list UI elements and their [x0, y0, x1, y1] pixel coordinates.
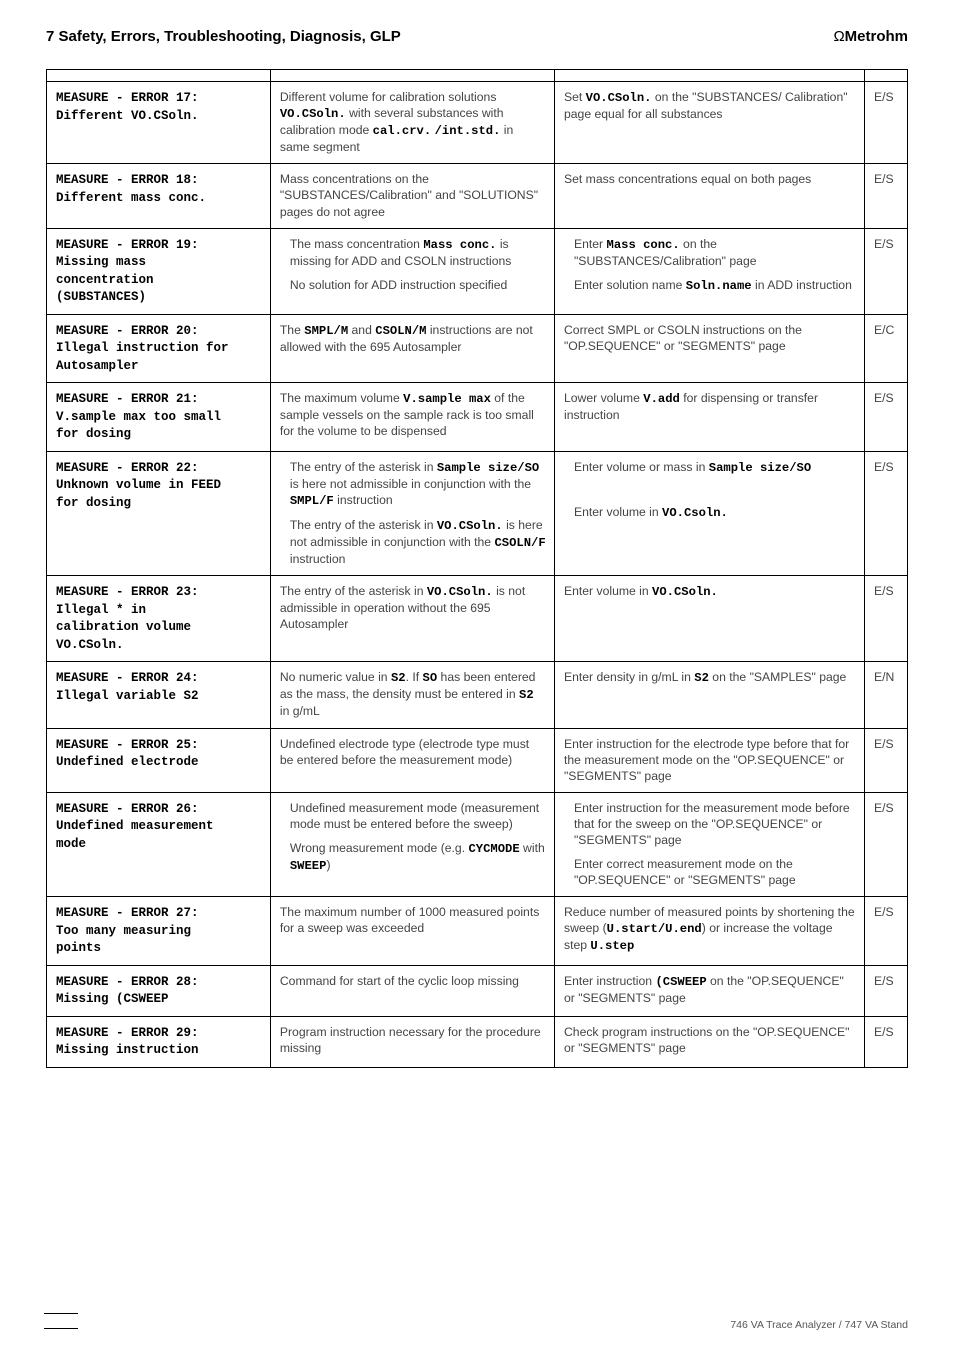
error-remedy-cell: Enter volume in VO.CSoln. — [554, 576, 864, 662]
error-cause-cell: The SMPL/M and CSOLN/M instructions are … — [270, 314, 554, 383]
error-code-cell: MEASURE - ERROR 22:Unknown volume in FEE… — [47, 451, 271, 576]
table-row: MEASURE - ERROR 22:Unknown volume in FEE… — [47, 451, 908, 576]
error-remedy-cell: Enter Mass conc. on the "SUBSTANCES/Cali… — [554, 228, 864, 314]
table-row: MEASURE - ERROR 20:Illegal instruction f… — [47, 314, 908, 383]
table-row: MEASURE - ERROR 26:Undefined measurement… — [47, 792, 908, 896]
table-row: MEASURE - ERROR 25:Undefined electrodeUn… — [47, 728, 908, 792]
error-remedy-cell: Enter volume or mass in Sample size/SOEn… — [554, 451, 864, 576]
error-severity-cell: E/S — [864, 728, 907, 792]
error-cause-cell: The mass concentration Mass conc. is mis… — [270, 228, 554, 314]
error-code-cell: MEASURE - ERROR 17:Different VO.CSoln. — [47, 82, 271, 164]
table-row: MEASURE - ERROR 23:Illegal * incalibrati… — [47, 576, 908, 662]
error-code-cell: MEASURE - ERROR 21:V.sample max too smal… — [47, 383, 271, 452]
error-remedy-cell: Enter density in g/mL in S2 on the "SAMP… — [554, 662, 864, 728]
error-cause-cell: Program instruction necessary for the pr… — [270, 1016, 554, 1067]
error-severity-cell: E/N — [864, 662, 907, 728]
error-remedy-cell: Enter instruction (CSWEEP on the "OP.SEQ… — [554, 965, 864, 1016]
error-code-cell: MEASURE - ERROR 23:Illegal * incalibrati… — [47, 576, 271, 662]
table-row: MEASURE - ERROR 19:Missing massconcentra… — [47, 228, 908, 314]
error-cause-cell: The entry of the asterisk in Sample size… — [270, 451, 554, 576]
error-severity-cell: E/S — [864, 228, 907, 314]
table-row: MEASURE - ERROR 29:Missing instructionPr… — [47, 1016, 908, 1067]
error-code-cell: MEASURE - ERROR 29:Missing instruction — [47, 1016, 271, 1067]
error-cause-cell: Undefined electrode type (electrode type… — [270, 728, 554, 792]
error-cause-cell: Different volume for calibration solutio… — [270, 82, 554, 164]
error-remedy-cell: Reduce number of measured points by shor… — [554, 897, 864, 966]
error-severity-cell: E/S — [864, 383, 907, 452]
error-severity-cell: E/S — [864, 451, 907, 576]
page-header: 7 Safety, Errors, Troubleshooting, Diagn… — [46, 28, 908, 45]
error-severity-cell: E/S — [864, 897, 907, 966]
table-row: MEASURE - ERROR 18:Different mass conc.M… — [47, 164, 908, 228]
error-severity-cell: E/S — [864, 792, 907, 896]
error-code-cell: MEASURE - ERROR 25:Undefined electrode — [47, 728, 271, 792]
error-code-cell: MEASURE - ERROR 27:Too many measuringpoi… — [47, 897, 271, 966]
binding-marks — [44, 1299, 78, 1329]
table-row: MEASURE - ERROR 28:Missing (CSWEEPComman… — [47, 965, 908, 1016]
error-severity-cell: E/S — [864, 576, 907, 662]
error-severity-cell: E/C — [864, 314, 907, 383]
error-code-cell: MEASURE - ERROR 19:Missing massconcentra… — [47, 228, 271, 314]
section-title: 7 Safety, Errors, Troubleshooting, Diagn… — [46, 28, 401, 45]
error-cause-cell: No numeric value in S2. If SO has been e… — [270, 662, 554, 728]
brand-symbol: Ω — [833, 28, 844, 45]
error-code-cell: MEASURE - ERROR 20:Illegal instruction f… — [47, 314, 271, 383]
brand-name: Metrohm — [845, 28, 908, 45]
error-severity-cell: E/S — [864, 1016, 907, 1067]
error-remedy-cell: Check program instructions on the "OP.SE… — [554, 1016, 864, 1067]
error-cause-cell: Undefined measurement mode (measurement … — [270, 792, 554, 896]
error-remedy-cell: Correct SMPL or CSOLN instructions on th… — [554, 314, 864, 383]
error-remedy-cell: Set VO.CSoln. on the "SUBSTANCES/ Calibr… — [554, 82, 864, 164]
error-code-cell: MEASURE - ERROR 18:Different mass conc. — [47, 164, 271, 228]
error-remedy-cell: Enter instruction for the measurement mo… — [554, 792, 864, 896]
table-row: MEASURE - ERROR 24:Illegal variable S2No… — [47, 662, 908, 728]
table-row: MEASURE - ERROR 17:Different VO.CSoln.Di… — [47, 82, 908, 164]
error-table: MEASURE - ERROR 17:Different VO.CSoln.Di… — [46, 69, 908, 1068]
error-cause-cell: The maximum volume V.sample max of the s… — [270, 383, 554, 452]
error-severity-cell: E/S — [864, 965, 907, 1016]
table-header-spacer — [47, 70, 908, 82]
brand-logo: ΩMetrohm — [833, 28, 908, 45]
error-cause-cell: Mass concentrations on the "SUBSTANCES/C… — [270, 164, 554, 228]
error-remedy-cell: Enter instruction for the electrode type… — [554, 728, 864, 792]
table-row: MEASURE - ERROR 27:Too many measuringpoi… — [47, 897, 908, 966]
error-cause-cell: The maximum number of 1000 measured poin… — [270, 897, 554, 966]
page-footer: 746 VA Trace Analyzer / 747 VA Stand — [730, 1319, 908, 1331]
error-remedy-cell: Lower volume V.add for dispensing or tra… — [554, 383, 864, 452]
error-remedy-cell: Set mass concentrations equal on both pa… — [554, 164, 864, 228]
error-cause-cell: The entry of the asterisk in VO.CSoln. i… — [270, 576, 554, 662]
error-code-cell: MEASURE - ERROR 26:Undefined measurement… — [47, 792, 271, 896]
table-row: MEASURE - ERROR 21:V.sample max too smal… — [47, 383, 908, 452]
error-severity-cell: E/S — [864, 164, 907, 228]
error-cause-cell: Command for start of the cyclic loop mis… — [270, 965, 554, 1016]
error-code-cell: MEASURE - ERROR 28:Missing (CSWEEP — [47, 965, 271, 1016]
error-severity-cell: E/S — [864, 82, 907, 164]
error-code-cell: MEASURE - ERROR 24:Illegal variable S2 — [47, 662, 271, 728]
